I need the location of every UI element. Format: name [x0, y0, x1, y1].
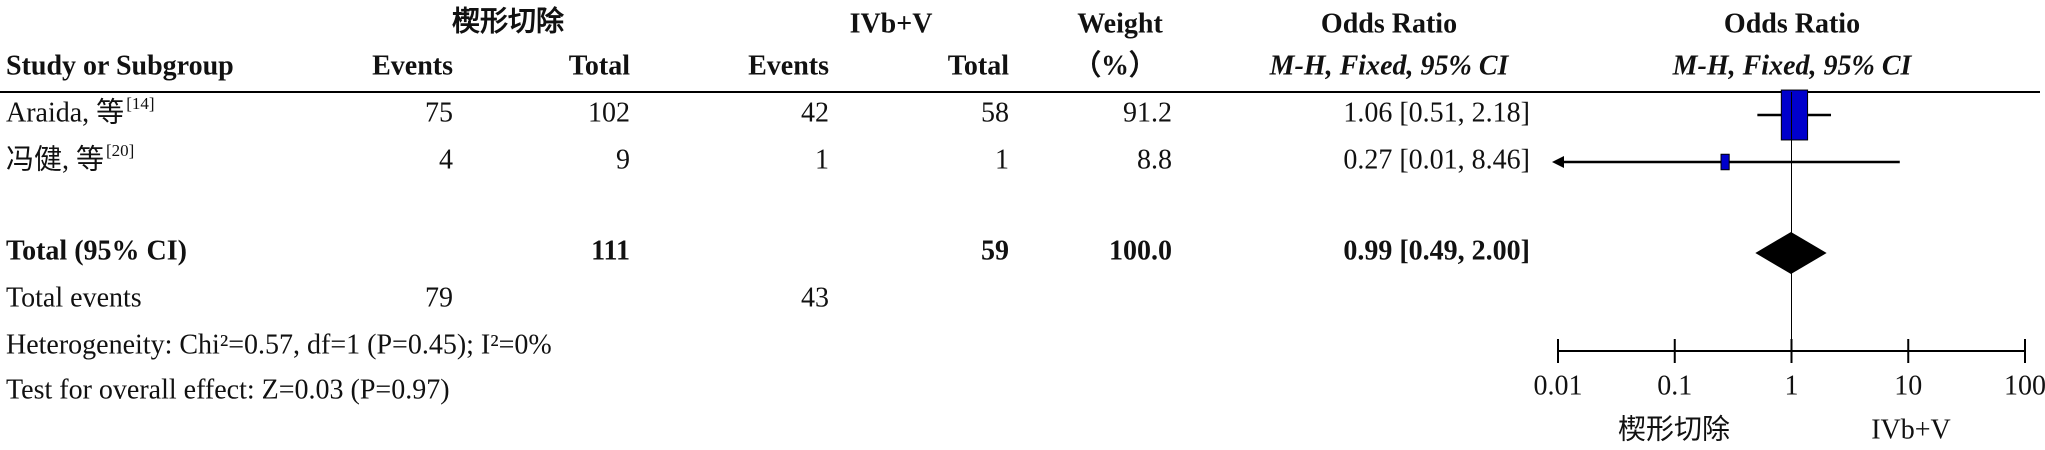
- x-tick-label: 1: [1785, 370, 1799, 401]
- column-header: （%）: [1073, 48, 1157, 81]
- cell: 43: [801, 282, 829, 313]
- column-header: Study or Subgroup: [6, 50, 234, 81]
- column-header: Events: [748, 50, 829, 81]
- cell: 0.27 [0.01, 8.46]: [1343, 144, 1530, 175]
- row-label: Total events: [6, 282, 142, 313]
- x-tick-label: 0.01: [1534, 370, 1583, 401]
- cell: 1: [995, 144, 1009, 175]
- cell: 79: [425, 282, 453, 313]
- column-header: Total: [948, 50, 1009, 81]
- weight-box: [1780, 89, 1809, 141]
- cell: 0.99 [0.49, 2.00]: [1343, 235, 1530, 266]
- x-tick-label: 10: [1894, 370, 1922, 401]
- column-header: Odds Ratio: [1321, 8, 1457, 39]
- favours-label: IVb+V: [1871, 414, 1951, 445]
- column-header: M-H, Fixed, 95% CI: [1672, 50, 1913, 81]
- study-name: 冯健, 等: [6, 143, 104, 175]
- cell: 75: [425, 97, 453, 128]
- study-ref: [14]: [126, 94, 154, 113]
- summary-diamond: [1755, 232, 1827, 274]
- column-header: Events: [372, 50, 453, 81]
- cell: 1: [815, 144, 829, 175]
- footnote: Test for overall effect: Z=0.03 (P=0.97): [6, 374, 450, 405]
- footnote: Heterogeneity: Chi²=0.57, df=1 (P=0.45);…: [6, 329, 552, 360]
- favours-label: 楔形切除: [1618, 413, 1730, 445]
- cell: 42: [801, 97, 829, 128]
- study-ref: [20]: [106, 141, 134, 160]
- column-header: M-H, Fixed, 95% CI: [1269, 50, 1510, 81]
- study-name: Araida, 等: [6, 96, 124, 128]
- cell: 102: [588, 97, 630, 128]
- cell: 111: [591, 235, 630, 266]
- group-header: 楔形切除: [452, 4, 565, 37]
- cell: 91.2: [1123, 97, 1172, 128]
- x-tick-label: 0.1: [1657, 370, 1692, 401]
- column-header: Total: [569, 50, 630, 81]
- ci-arrow: [1552, 156, 1564, 168]
- column-header: Odds Ratio: [1724, 8, 1860, 39]
- cell: 59: [981, 235, 1009, 266]
- group-header: IVb+V: [850, 8, 933, 39]
- cell: 1.06 [0.51, 2.18]: [1343, 97, 1530, 128]
- cell: 8.8: [1137, 144, 1172, 175]
- x-tick-label: 100: [2004, 370, 2045, 401]
- weight-box: [1720, 153, 1730, 171]
- cell: 100.0: [1109, 235, 1172, 266]
- total-label: Total (95% CI): [6, 235, 187, 266]
- cell: 58: [981, 97, 1009, 128]
- cell: 9: [616, 144, 630, 175]
- cell: 4: [439, 144, 453, 175]
- column-header: Weight: [1077, 8, 1163, 39]
